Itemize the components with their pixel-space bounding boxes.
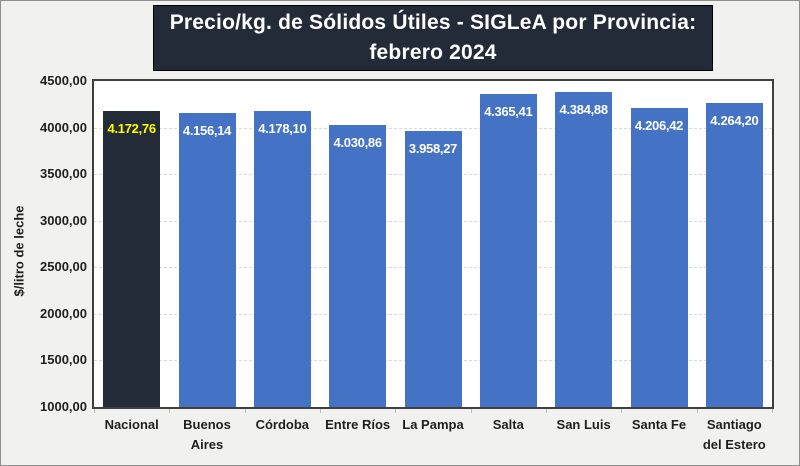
value-label-santiago-del-estero: 4.264,20: [710, 112, 759, 128]
plot-area: 4.172,76 4.156,14 4.178,10 4.030,86 3.958,27…: [92, 79, 774, 409]
bar-entre-rios: 4.030,86: [329, 124, 387, 407]
x-axis-labels: Nacional Buenos Aires Córdoba Entre Ríos La …: [94, 415, 772, 455]
x-axis-label-cordoba: Córdoba: [255, 417, 310, 432]
category-tick: [470, 409, 472, 413]
y-tick-label-4000: 4000,00: [40, 119, 87, 135]
x-axis-label-la-pampa: La Pampa: [402, 417, 464, 432]
value-label-santa-fe: 4.206,42: [634, 118, 684, 134]
category-tick: [94, 409, 95, 413]
y-tick-label-1000: 1000,00: [40, 399, 87, 414]
y-tick-label-1500: 1500,00: [40, 352, 87, 368]
y-tick-label-3500: 3500,00: [40, 166, 87, 182]
bar-santa-fe: 4.206,42: [630, 108, 688, 407]
bar-santiago-del-estero: 4.264,20: [705, 102, 763, 407]
value-label-la-pampa: 3.958,27: [408, 141, 458, 157]
category-tick: [546, 409, 547, 413]
category-tick: [169, 409, 171, 413]
bar-san-luis: 4.384,88: [555, 91, 613, 407]
chart-title-line-2: febrero 2024: [369, 41, 497, 64]
value-label-san-luis: 4.384,88: [559, 101, 609, 117]
category-tick: [244, 409, 246, 413]
value-label-cordoba: 4.178,10: [258, 120, 307, 136]
gridline-4000: [94, 127, 772, 129]
y-tick-label-3000: 3000,00: [40, 212, 87, 228]
value-label-salta: 4.365,41: [484, 103, 533, 119]
value-label-buenos-aires: 4.156,14: [182, 123, 232, 139]
x-axis-label-santa-fe: Santa Fe: [631, 417, 687, 432]
category-tick: [621, 409, 623, 413]
x-axis-label-buenos-aires: Buenos Aires: [183, 417, 231, 452]
category-tick: [772, 409, 773, 413]
y-tick-label-2000: 2000,00: [40, 305, 87, 321]
category-tick: [696, 409, 698, 413]
bar-cordoba: 4.178,10: [253, 110, 311, 407]
chart-title: Precio/kg. de Sólidos Útiles - SIGLeA po…: [153, 5, 713, 71]
bar-salta: 4.365,41: [479, 93, 537, 407]
x-axis-label-entre-rios: Entre Ríos: [325, 417, 391, 432]
bar-la-pampa: 3.958,27: [404, 131, 462, 407]
x-axis-label-nacional: Nacional: [104, 417, 159, 432]
category-tick: [395, 409, 397, 413]
y-tick-label-2500: 2500,00: [40, 259, 87, 275]
value-label-nacional: 4.172,76: [107, 121, 157, 137]
category-tick: [320, 409, 321, 413]
x-axis-label-salta: Salta: [492, 417, 524, 432]
value-label-entre-rios: 4.030,86: [333, 134, 383, 150]
y-tick-label-4500: 4500,00: [40, 73, 87, 88]
chart-title-line-1: Precio/kg. de Sólidos Útiles - SIGLeA po…: [169, 11, 697, 34]
x-axis-label-santiago-del-estero: Santiago del Estero: [702, 417, 766, 452]
x-axis-label-san-luis: San Luis: [556, 417, 611, 432]
bar-nacional: 4.172,76: [103, 111, 161, 407]
bar-buenos-aires: 4.156,14: [178, 113, 236, 407]
